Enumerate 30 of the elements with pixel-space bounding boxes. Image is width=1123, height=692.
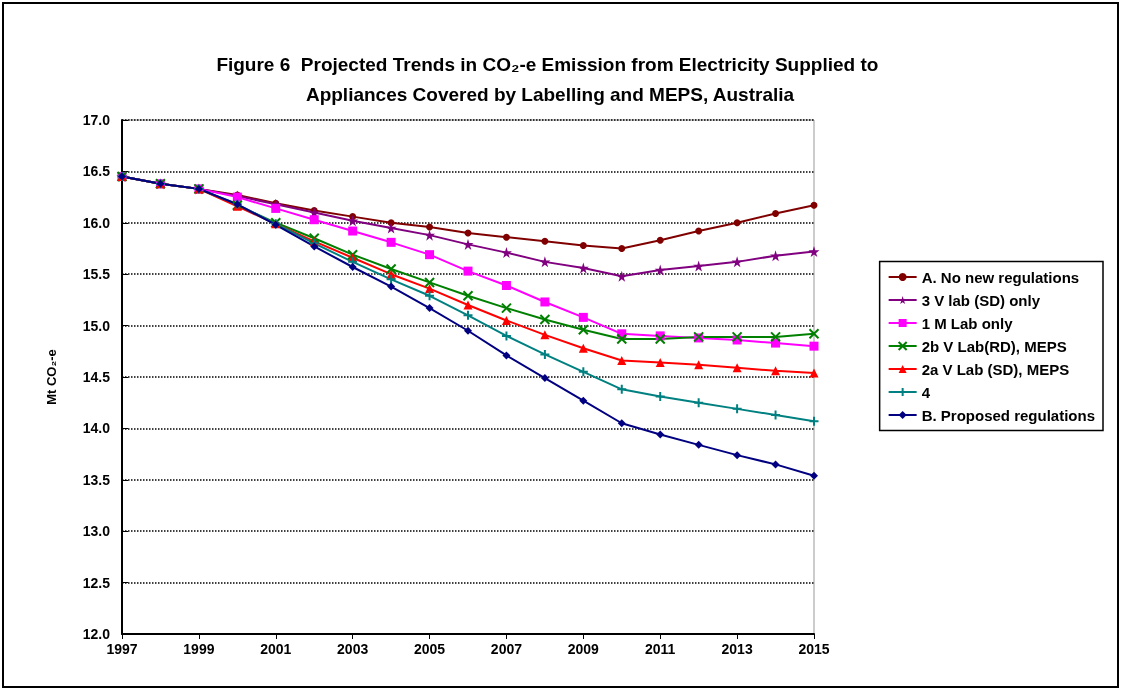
x-tick-label: 2011 [645,641,676,657]
y-axis-title: Mt CO₂-e [44,349,59,405]
x-tick-label: 2001 [260,641,292,657]
y-tick-label: 14.5 [82,369,111,385]
y-tick-label: 13.0 [82,523,111,540]
y-tick-label: 16.5 [82,163,111,180]
x-tick-label: 2003 [337,641,369,657]
y-tick-label: 17.0 [82,112,111,128]
y-tick-label: 13.5 [82,471,111,488]
x-tick-label: 2013 [721,641,753,657]
y-tick-label: 12.5 [82,574,111,591]
y-tick-label: 12.0 [82,626,111,642]
y-tick-label: 16.0 [82,214,111,231]
x-tick-label: 2015 [798,641,830,657]
y-tick-label: 15.0 [82,317,111,334]
legend-label: 3 V lab (SD) only [921,291,1041,309]
x-tick-label: 2009 [567,641,600,657]
x-tick-label: 1997 [106,641,138,657]
legend-label: B. Proposed regulations [921,406,1095,424]
chart-title: Figure 6 Projected Trends in CO₂-e Emission from Electricity Supplied to Appliances Covered by Labelling and MEPS, Australia [216,53,884,105]
legend-label: 4 [921,383,931,401]
legend-label: 2a V Lab (SD), MEPS [921,360,1070,378]
y-tick-label: 15.5 [82,266,111,283]
legend-label: A. No new regulations [921,268,1080,286]
x-tick-label: 2005 [413,641,446,657]
legend-label: 2b V Lab(RD), MEPS [921,337,1067,355]
legend-label: 1 M Lab only [921,314,1014,332]
x-tick-label: 1999 [183,641,215,657]
x-tick-label: 2007 [490,641,523,657]
y-tick-label: 14.0 [82,420,111,437]
